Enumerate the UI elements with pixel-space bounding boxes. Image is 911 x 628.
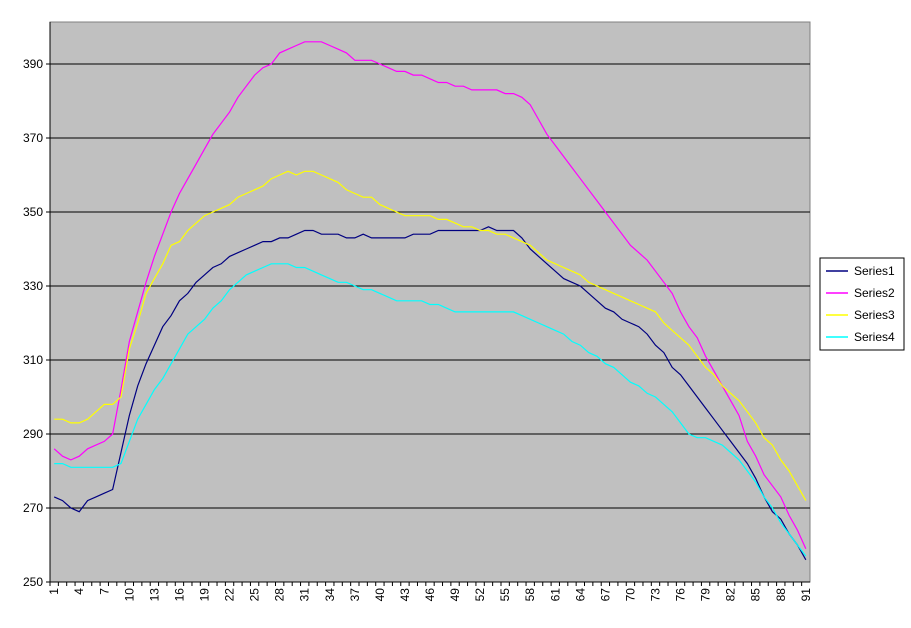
x-tick-label: 85 <box>749 588 763 602</box>
x-tick-label: 22 <box>223 588 237 602</box>
x-tick-label: 70 <box>623 588 637 602</box>
plot-area <box>49 21 811 583</box>
y-tick-label: 270 <box>23 501 43 515</box>
x-tick-label: 1 <box>47 588 61 595</box>
x-tick-label: 79 <box>699 588 713 602</box>
x-tick-label: 49 <box>448 588 462 602</box>
x-tick-label: 52 <box>473 588 487 602</box>
x-tick-label: 4 <box>72 588 86 595</box>
x-tick-label: 64 <box>573 588 587 602</box>
x-tick-label: 13 <box>147 588 161 602</box>
y-tick-label: 390 <box>23 57 43 71</box>
x-tick-label: 46 <box>423 588 437 602</box>
legend-label: Series4 <box>854 330 895 344</box>
x-tick-label: 58 <box>523 588 537 602</box>
x-tick-label: 34 <box>323 588 337 602</box>
x-tick-label: 19 <box>198 588 212 602</box>
x-tick-label: 67 <box>598 588 612 602</box>
y-tick-label: 330 <box>23 279 43 293</box>
y-tick-label: 350 <box>23 205 43 219</box>
x-tick-label: 55 <box>498 588 512 602</box>
x-tick-label: 76 <box>674 588 688 602</box>
series-line <box>53 41 807 549</box>
x-tick-label: 10 <box>122 588 136 602</box>
y-tick-label: 250 <box>23 575 43 589</box>
x-tick-label: 28 <box>273 588 287 602</box>
y-tick-label: 290 <box>23 427 43 441</box>
x-tick-label: 61 <box>548 588 562 602</box>
x-tick-label: 88 <box>774 588 788 602</box>
y-tick-label: 310 <box>23 353 43 367</box>
x-tick-label: 31 <box>298 588 312 602</box>
x-tick-label: 7 <box>97 588 111 595</box>
x-tick-label: 73 <box>648 588 662 602</box>
x-tick-label: 25 <box>248 588 262 602</box>
y-tick-label: 370 <box>23 131 43 145</box>
legend-box <box>819 257 905 351</box>
legend-label: Series1 <box>854 264 895 278</box>
x-tick-label: 82 <box>724 588 738 602</box>
legend-label: Series2 <box>854 286 895 300</box>
series-line <box>54 170 807 501</box>
x-tick-label: 16 <box>172 588 186 602</box>
x-tick-label: 37 <box>348 588 362 602</box>
series-line <box>54 263 807 557</box>
x-tick-label: 43 <box>398 588 412 602</box>
legend-label: Series3 <box>854 308 895 322</box>
x-tick-label: 91 <box>799 588 813 602</box>
x-tick-label: 40 <box>373 588 387 602</box>
series-line <box>53 226 807 561</box>
